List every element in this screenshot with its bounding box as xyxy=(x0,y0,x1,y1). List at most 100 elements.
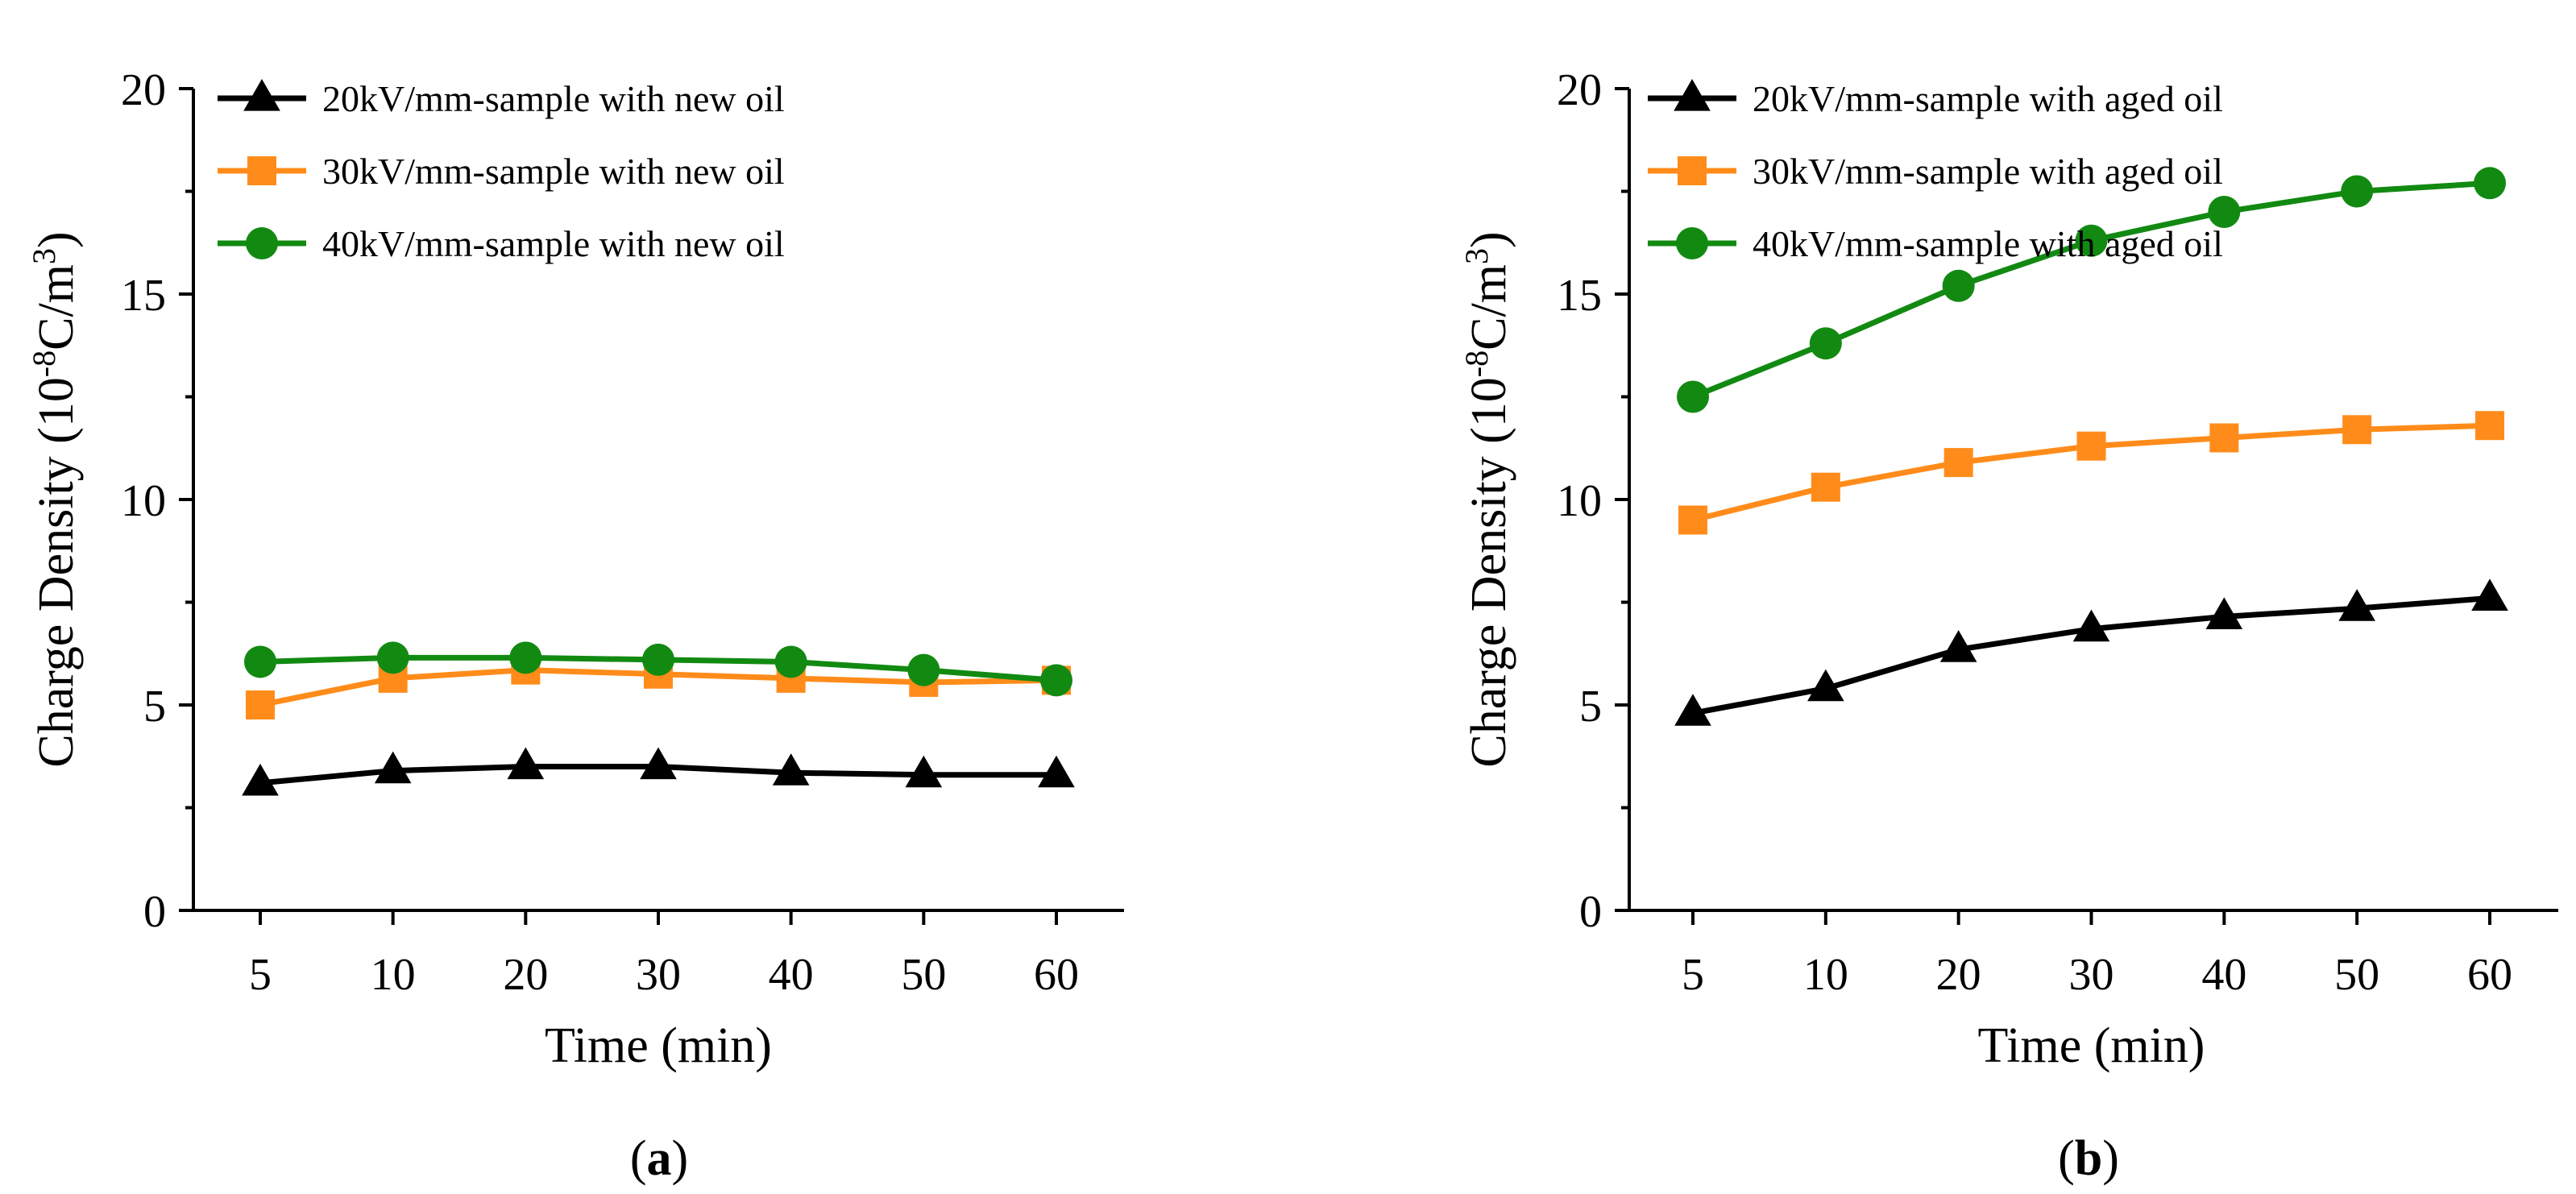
data-point xyxy=(1040,664,1072,697)
data-point xyxy=(2341,175,2374,208)
y-tick-label: 0 xyxy=(1579,887,1602,937)
legend-label: 40kV/mm-sample with new oil xyxy=(322,223,785,264)
data-point xyxy=(2471,578,2508,611)
data-point xyxy=(2475,411,2504,441)
data-point xyxy=(907,653,940,686)
x-tick-label: 40 xyxy=(2201,950,2246,1000)
legend-label: 20kV/mm-sample with new oil xyxy=(322,78,785,119)
y-axis-title-superscript: 3 xyxy=(26,248,62,264)
legend-marker xyxy=(246,227,278,259)
data-point xyxy=(1677,380,1709,413)
data-point xyxy=(2209,423,2239,453)
y-axis-title-part: C/m xyxy=(1462,264,1516,350)
data-point xyxy=(1807,669,1844,702)
x-tick-label: 20 xyxy=(503,950,548,1000)
legend-item: 20kV/mm-sample with aged oil xyxy=(1648,78,2223,119)
x-tick-label: 5 xyxy=(1682,950,1704,1000)
panel-label-letter: b xyxy=(2075,1131,2102,1186)
legend-label: 40kV/mm-sample with aged oil xyxy=(1753,223,2223,264)
legend-item: 20kV/mm-sample with new oil xyxy=(218,78,785,119)
panel-label-close: ) xyxy=(672,1131,689,1186)
data-point xyxy=(640,747,677,780)
data-point xyxy=(509,641,542,674)
y-axis-title: Charge Density (10-8C/m3) xyxy=(1458,231,1517,767)
data-point xyxy=(2072,609,2110,642)
chart-panel-b: 0 5 10 15 20 5 10 20 30 40 50 60 Time (min) Charge De… xyxy=(1458,65,2558,1186)
x-tick-label: 40 xyxy=(769,950,814,1000)
legend-item: 40kV/mm-sample with new oil xyxy=(218,223,785,264)
x-tick-label: 60 xyxy=(1034,950,1079,1000)
x-tick-label: 30 xyxy=(2069,950,2114,1000)
data-point xyxy=(2474,167,2506,200)
legend-label: 20kV/mm-sample with aged oil xyxy=(1753,78,2223,119)
y-axis-title-part: C/m xyxy=(29,264,84,350)
legend-item: 30kV/mm-sample with new oil xyxy=(218,151,785,192)
data-point xyxy=(1943,448,1973,478)
data-point xyxy=(642,643,674,676)
series-2 xyxy=(1678,411,2504,535)
legend-marker xyxy=(1676,227,1708,259)
data-point xyxy=(1674,694,1711,726)
y-axis-title-superscript: -8 xyxy=(26,350,62,377)
x-tick-label: 60 xyxy=(2467,950,2512,1000)
series-line xyxy=(1691,180,2491,400)
panel-label-close: ) xyxy=(2102,1131,2119,1186)
data-point xyxy=(905,755,943,788)
x-tick-label: 50 xyxy=(2334,950,2379,1000)
panel-label-open: ( xyxy=(630,1131,647,1186)
panel-label-letter: a xyxy=(647,1131,672,1186)
data-point xyxy=(1678,505,1707,535)
y-axis-title-superscript: 3 xyxy=(1458,248,1495,264)
y-tick-label: 20 xyxy=(121,65,166,115)
y-tick-label: 0 xyxy=(143,887,166,937)
data-point xyxy=(374,751,412,784)
data-point xyxy=(2342,415,2372,445)
y-axis-title-part: ) xyxy=(1462,231,1516,248)
data-point xyxy=(2075,224,2108,257)
data-point xyxy=(2076,431,2106,461)
series-3 xyxy=(244,641,1072,697)
data-point xyxy=(774,645,807,678)
legend-marker xyxy=(243,79,280,111)
legend-label: 30kV/mm-sample with new oil xyxy=(322,151,785,192)
y-axis-title-superscript: -8 xyxy=(1458,350,1495,377)
x-axis-title: Time (min) xyxy=(1978,1018,2205,1073)
legend-item: 40kV/mm-sample with aged oil xyxy=(1648,223,2223,264)
data-point xyxy=(1942,269,1975,302)
data-point xyxy=(2208,196,2241,228)
data-point xyxy=(242,763,279,796)
y-tick-label: 15 xyxy=(1557,271,1602,321)
y-tick-label: 10 xyxy=(121,476,166,526)
panel-label: (b) xyxy=(2058,1131,2119,1186)
legend-marker xyxy=(1678,156,1707,185)
x-tick-label: 10 xyxy=(1803,950,1848,1000)
x-axis-title: Time (min) xyxy=(545,1018,772,1073)
y-tick-label: 10 xyxy=(1557,476,1602,526)
data-point xyxy=(244,645,276,678)
data-point xyxy=(1809,327,1842,360)
y-tick-label: 5 xyxy=(143,682,166,732)
series-3 xyxy=(1677,167,2506,413)
legend: 20kV/mm-sample with new oil 30kV/mm-sampl… xyxy=(218,78,785,264)
data-point xyxy=(2338,589,2375,621)
legend-item: 30kV/mm-sample with aged oil xyxy=(1648,151,2223,192)
series-1 xyxy=(1674,578,2508,726)
legend-marker xyxy=(247,156,276,185)
y-axis-title-part: Charge Density (10 xyxy=(29,377,84,767)
data-point xyxy=(246,690,275,719)
data-point xyxy=(1038,755,1075,788)
y-axis-title: Charge Density (10-8C/m3) xyxy=(26,231,85,767)
y-tick-label: 20 xyxy=(1557,65,1602,115)
x-tick-label: 30 xyxy=(636,950,681,1000)
x-tick-label: 50 xyxy=(901,950,946,1000)
series-1 xyxy=(242,747,1075,796)
panel-label: (a) xyxy=(630,1131,688,1186)
y-tick-label: 5 xyxy=(1579,682,1602,732)
data-point xyxy=(1811,472,1840,502)
legend: 20kV/mm-sample with aged oil 30kV/mm-samp… xyxy=(1648,78,2223,264)
legend-marker xyxy=(1674,79,1711,111)
data-point xyxy=(376,641,409,674)
data-point xyxy=(2205,597,2243,629)
y-axis-title-part: Charge Density (10 xyxy=(1462,377,1516,767)
